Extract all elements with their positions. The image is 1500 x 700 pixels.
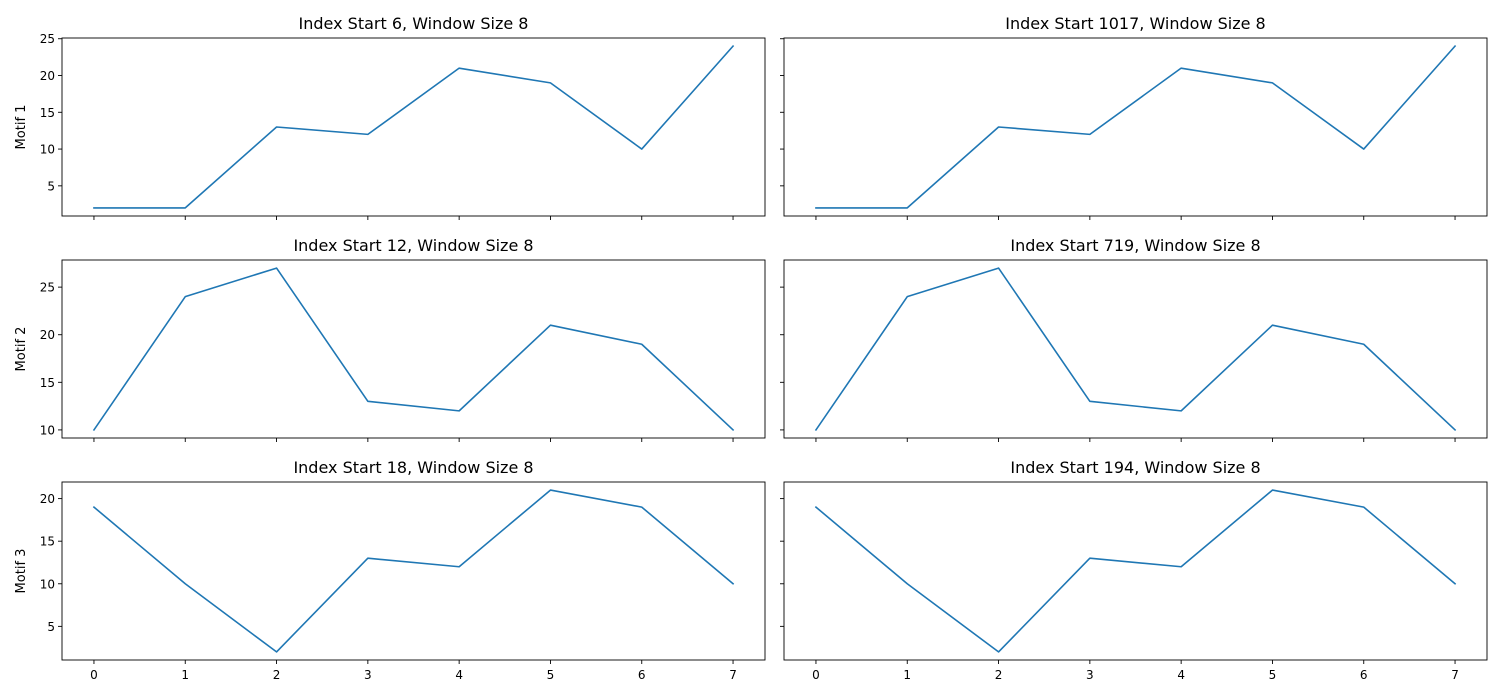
panel-3-ytick-label: 15 bbox=[40, 376, 55, 390]
panel-3-title: Index Start 12, Window Size 8 bbox=[293, 236, 533, 255]
panel-6-xtick-label: 4 bbox=[1177, 668, 1185, 682]
panel-1-ytick-label: 20 bbox=[40, 69, 55, 83]
panel-3-axes-frame bbox=[61, 259, 766, 439]
panel-1-title: Index Start 6, Window Size 8 bbox=[299, 14, 529, 33]
panel-5-ytick-label: 15 bbox=[40, 535, 55, 549]
panel-2-title: Index Start 1017, Window Size 8 bbox=[1005, 14, 1265, 33]
panel-5-ytick-label: 20 bbox=[40, 492, 55, 506]
panel-6-title: Index Start 194, Window Size 8 bbox=[1010, 458, 1260, 477]
panel-3-ytick-label: 10 bbox=[40, 423, 55, 437]
panel-1-ytick-label: 10 bbox=[40, 143, 55, 157]
panel-5-xtick-label: 2 bbox=[273, 668, 281, 682]
panel-5-xtick-label: 1 bbox=[181, 668, 189, 682]
panel-5-xtick-label: 5 bbox=[547, 668, 555, 682]
panel-5-ytick-label: 5 bbox=[47, 620, 55, 634]
panel-4-series-line bbox=[814, 267, 1457, 432]
panel-3-series-line bbox=[92, 267, 735, 432]
panel-5-xtick-label: 0 bbox=[90, 668, 98, 682]
panel-1-ytick-label: 5 bbox=[47, 179, 55, 193]
panel-1-ylabel: Motif 1 bbox=[14, 105, 29, 150]
panel-3-ylabel: Motif 2 bbox=[14, 327, 29, 372]
panel-6-xtick-label: 6 bbox=[1360, 668, 1368, 682]
panel-2-axes-frame bbox=[783, 37, 1488, 217]
panel-5-xtick-label: 7 bbox=[729, 668, 737, 682]
panel-4-title: Index Start 719, Window Size 8 bbox=[1010, 236, 1260, 255]
panel-6-xtick-label: 0 bbox=[812, 668, 820, 682]
panel-1-ytick-label: 15 bbox=[40, 106, 55, 120]
panel-5-ytick-label: 10 bbox=[40, 577, 55, 591]
panel-6-axes-frame bbox=[783, 481, 1488, 661]
panel-6-series-line bbox=[814, 489, 1457, 653]
panel-5-xtick-label: 3 bbox=[364, 668, 372, 682]
panel-5-series-line bbox=[92, 489, 735, 653]
panel-2-series-line bbox=[815, 44, 1457, 209]
panel-5-axes-frame bbox=[61, 481, 766, 661]
panel-6-xtick-label: 3 bbox=[1086, 668, 1094, 682]
panel-5-ylabel: Motif 3 bbox=[14, 549, 29, 594]
panel-5-title: Index Start 18, Window Size 8 bbox=[293, 458, 533, 477]
panel-6-xtick-label: 2 bbox=[995, 668, 1003, 682]
panel-4-axes-frame bbox=[783, 259, 1488, 439]
panel-6-xtick-label: 1 bbox=[903, 668, 911, 682]
panel-1-axes-frame bbox=[61, 37, 766, 217]
panel-6-xtick-label: 5 bbox=[1269, 668, 1277, 682]
panel-1-ytick-label: 25 bbox=[40, 32, 55, 46]
panel-6-xtick-label: 7 bbox=[1451, 668, 1459, 682]
panel-5-xtick-label: 6 bbox=[638, 668, 646, 682]
panel-3-ytick-label: 20 bbox=[40, 328, 55, 342]
panel-5-xtick-label: 4 bbox=[455, 668, 463, 682]
panel-1-series-line bbox=[93, 44, 735, 209]
panel-3-ytick-label: 25 bbox=[40, 281, 55, 295]
